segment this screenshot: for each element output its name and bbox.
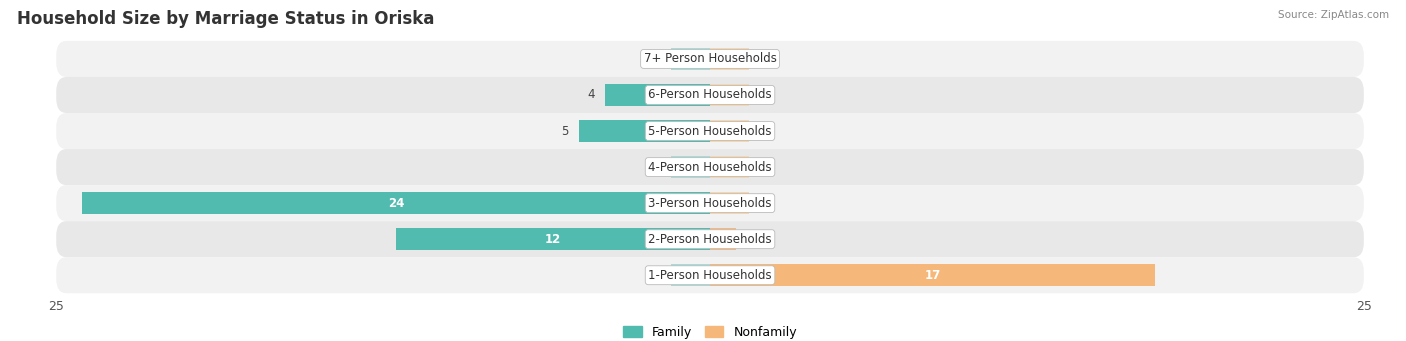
Text: 6-Person Households: 6-Person Households (648, 89, 772, 102)
Text: 1: 1 (747, 233, 754, 246)
Bar (710, 192, 749, 214)
Bar (396, 228, 710, 250)
Text: 0: 0 (759, 53, 768, 65)
Bar (710, 48, 749, 70)
Text: 12: 12 (546, 233, 561, 246)
Text: 0: 0 (652, 161, 661, 174)
Bar (671, 156, 710, 178)
Bar (710, 120, 749, 142)
Text: 7+ Person Households: 7+ Person Households (644, 53, 776, 65)
Text: 3-Person Households: 3-Person Households (648, 197, 772, 210)
Text: 4: 4 (588, 89, 595, 102)
FancyBboxPatch shape (56, 257, 1364, 293)
Bar (671, 264, 710, 286)
Text: 0: 0 (759, 197, 768, 210)
FancyBboxPatch shape (56, 149, 1364, 185)
Bar (579, 120, 710, 142)
Text: 0: 0 (652, 53, 661, 65)
Text: 4-Person Households: 4-Person Households (648, 161, 772, 174)
Text: 0: 0 (759, 161, 768, 174)
Text: 24: 24 (388, 197, 405, 210)
Bar (710, 264, 1154, 286)
Bar (710, 228, 737, 250)
Legend: Family, Nonfamily: Family, Nonfamily (619, 322, 801, 341)
Bar (671, 48, 710, 70)
Text: Household Size by Marriage Status in Oriska: Household Size by Marriage Status in Ori… (17, 10, 434, 28)
Text: 1-Person Households: 1-Person Households (648, 269, 772, 282)
Bar (710, 84, 749, 106)
Text: 2-Person Households: 2-Person Households (648, 233, 772, 246)
Text: 17: 17 (924, 269, 941, 282)
FancyBboxPatch shape (56, 113, 1364, 149)
Text: 0: 0 (759, 124, 768, 137)
Text: 5: 5 (561, 124, 569, 137)
Bar (83, 192, 710, 214)
FancyBboxPatch shape (56, 221, 1364, 257)
FancyBboxPatch shape (56, 41, 1364, 77)
Bar (710, 156, 749, 178)
FancyBboxPatch shape (56, 185, 1364, 221)
FancyBboxPatch shape (56, 77, 1364, 113)
Text: 0: 0 (759, 89, 768, 102)
Bar (606, 84, 710, 106)
Text: 5-Person Households: 5-Person Households (648, 124, 772, 137)
Text: 0: 0 (652, 269, 661, 282)
Text: Source: ZipAtlas.com: Source: ZipAtlas.com (1278, 10, 1389, 20)
